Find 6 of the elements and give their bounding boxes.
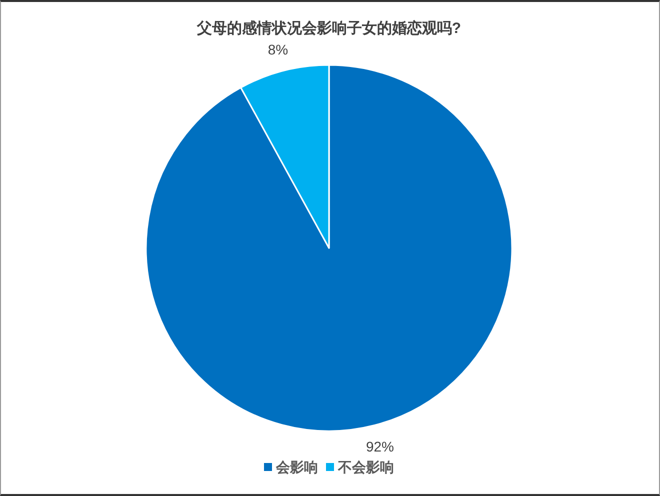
legend-label: 会影响 — [275, 459, 318, 475]
legend-label: 不会影响 — [337, 459, 394, 475]
legend: 会影响 不会影响 — [264, 459, 394, 475]
title: 父母的感情状况会影响子女的婚恋观吗? — [196, 20, 462, 37]
label: 8% — [268, 41, 288, 58]
label: 92% — [366, 438, 394, 455]
